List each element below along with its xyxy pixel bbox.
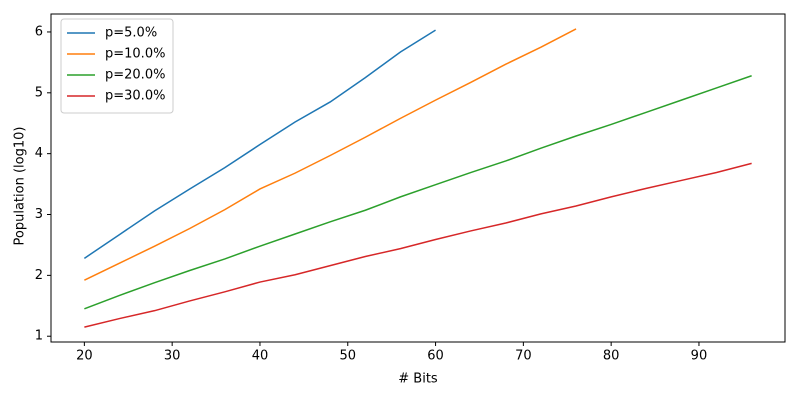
x-tick-label: 30: [164, 349, 181, 364]
y-axis-label: Population (log10): [13, 127, 28, 246]
x-tick-label: 80: [603, 349, 620, 364]
x-tick-label: 20: [76, 349, 93, 364]
legend-label: p=20.0%: [105, 68, 165, 83]
y-tick-label: 3: [35, 207, 43, 222]
line-series: [83, 29, 436, 259]
y-tick-label: 5: [35, 85, 43, 100]
x-tick-label: 90: [691, 349, 708, 364]
legend-label: p=30.0%: [105, 89, 165, 104]
x-axis-label: # Bits: [398, 372, 438, 387]
legend-label: p=10.0%: [105, 47, 165, 62]
legend-label: p=5.0%: [105, 26, 157, 41]
x-tick-label: 50: [339, 349, 356, 364]
plot-frame: [50, 13, 786, 343]
y-tick-label: 2: [35, 268, 43, 283]
x-tick-label: 70: [515, 349, 532, 364]
line-series: [84, 75, 752, 310]
x-tick-label: 60: [427, 349, 444, 364]
y-tick-label: 6: [35, 24, 43, 39]
line-series: [84, 28, 577, 281]
line-series: [84, 162, 752, 328]
y-tick-label: 4: [35, 146, 43, 161]
x-tick-label: 40: [252, 349, 269, 364]
y-tick-label: 1: [35, 329, 43, 344]
legend-box: [60, 18, 174, 114]
